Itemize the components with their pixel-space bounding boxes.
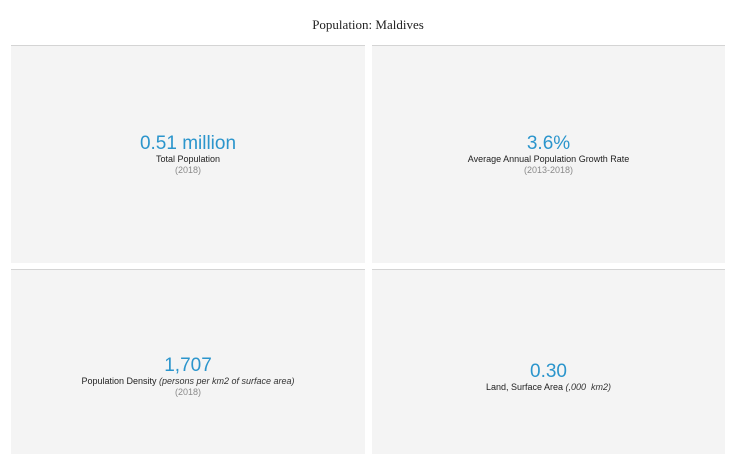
population-density-value: 1,707 <box>164 355 212 376</box>
surface-area-label-row: Land, Surface Area (,000 km2) <box>372 382 725 393</box>
surface-area-label: Land, Surface Area <box>485 382 564 392</box>
growth-rate-period: (2013-2018) <box>523 165 574 175</box>
growth-rate-value: 3.6% <box>526 133 571 154</box>
total-population-label: Total Population <box>155 154 221 164</box>
population-density-label-row: Population Density (persons per km2 of s… <box>11 376 365 387</box>
surface-area-value: 0.30 <box>530 361 567 382</box>
population-density-period: (2018) <box>174 387 201 397</box>
total-population-value: 0.51 million <box>139 133 237 154</box>
growth-rate-label: Average Annual Population Growth Rate <box>467 154 630 164</box>
growth-rate-tile: 3.6% Average Annual Population Growth Ra… <box>372 45 725 263</box>
population-density-label: Population Density <box>81 376 157 386</box>
population-density-tile: 1,707 Population Density (persons per km… <box>11 269 365 454</box>
total-population-period: (2018) <box>174 165 201 175</box>
page-title: Population: Maldives <box>312 17 424 32</box>
surface-area-tile: 0.30 Land, Surface Area (,000 km2) <box>372 269 725 454</box>
surface-area-unit: (,000 km2) <box>565 382 612 392</box>
total-population-tile: 0.51 million Total Population (2018) <box>11 45 365 263</box>
population-density-unit: (persons per km2 of surface area) <box>159 376 295 386</box>
